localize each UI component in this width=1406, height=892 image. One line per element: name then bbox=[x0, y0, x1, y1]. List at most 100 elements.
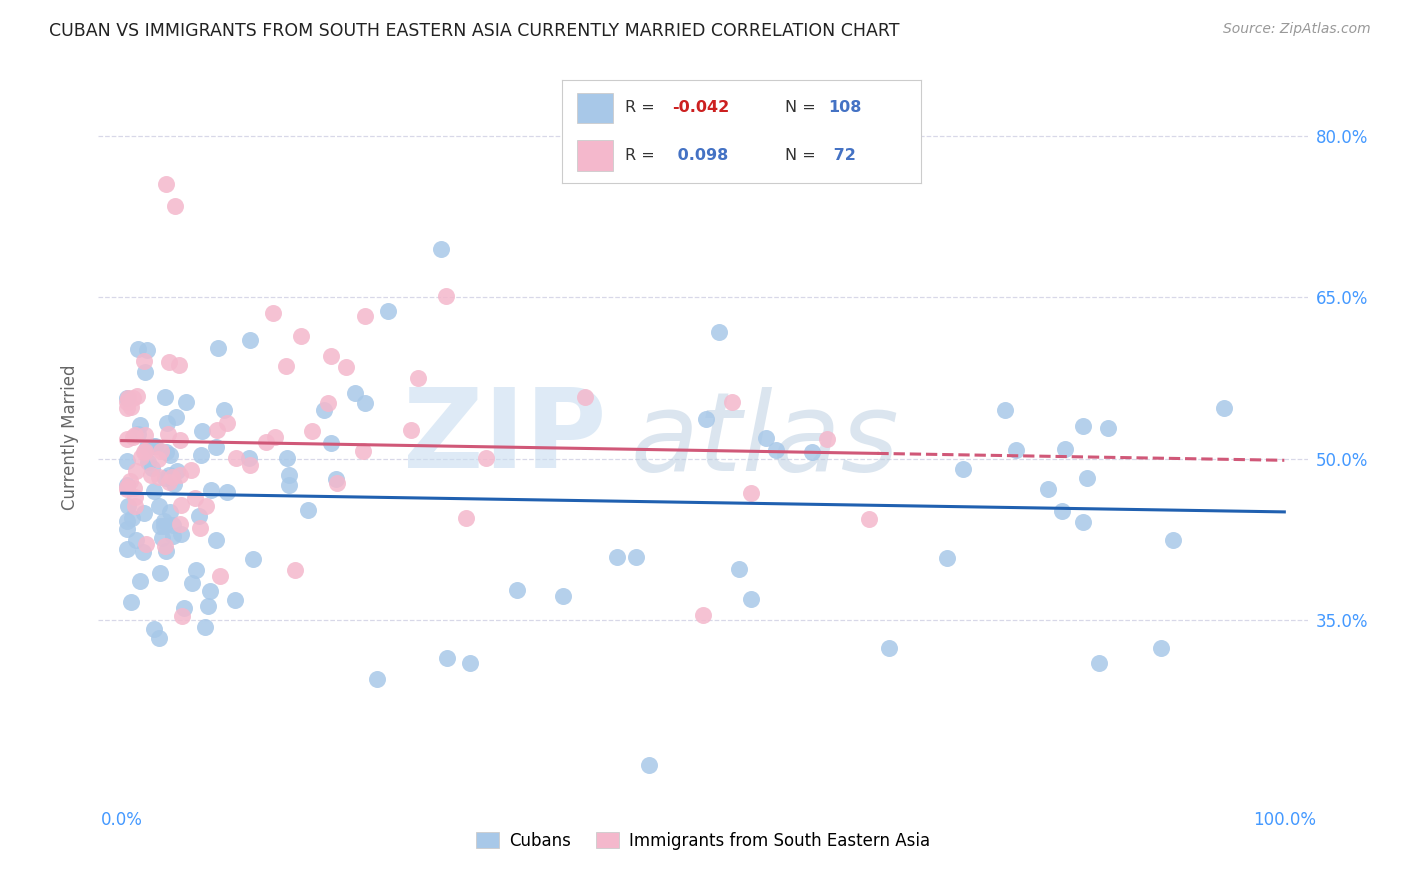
Point bbox=[153, 471, 176, 485]
Point bbox=[155, 178, 177, 192]
Point bbox=[134, 506, 156, 520]
Point bbox=[740, 592, 762, 607]
Point bbox=[1054, 442, 1077, 456]
Point bbox=[430, 242, 453, 256]
Point bbox=[169, 467, 191, 482]
Point bbox=[352, 444, 374, 458]
Point bbox=[186, 563, 208, 577]
Point bbox=[136, 455, 159, 469]
Point bbox=[755, 431, 778, 445]
Point bbox=[740, 486, 762, 500]
Point bbox=[312, 403, 335, 417]
Point bbox=[817, 432, 839, 446]
Text: atlas: atlas bbox=[630, 387, 898, 494]
Point bbox=[692, 607, 714, 622]
Point bbox=[117, 401, 139, 415]
Point bbox=[190, 448, 212, 462]
Point bbox=[162, 529, 184, 543]
Y-axis label: Currently Married: Currently Married bbox=[60, 364, 79, 510]
Point bbox=[129, 574, 152, 589]
Point bbox=[132, 545, 155, 559]
Point bbox=[366, 672, 388, 686]
Point bbox=[242, 552, 264, 566]
Text: Source: ZipAtlas.com: Source: ZipAtlas.com bbox=[1223, 22, 1371, 37]
Point bbox=[142, 439, 165, 453]
Point bbox=[205, 533, 228, 548]
Point bbox=[124, 533, 146, 548]
Point bbox=[283, 563, 305, 577]
Point bbox=[434, 289, 457, 303]
Point bbox=[157, 467, 180, 482]
Point bbox=[152, 514, 174, 528]
Point bbox=[162, 470, 184, 484]
Point bbox=[129, 417, 152, 432]
Point bbox=[120, 400, 142, 414]
Point bbox=[155, 539, 177, 553]
Point bbox=[117, 433, 139, 447]
Point bbox=[191, 424, 214, 438]
Point bbox=[132, 354, 155, 368]
Point bbox=[169, 433, 191, 447]
Point bbox=[1036, 482, 1059, 496]
Point bbox=[638, 758, 661, 772]
Text: -0.042: -0.042 bbox=[672, 101, 728, 115]
Point bbox=[117, 453, 139, 467]
Point bbox=[335, 360, 357, 375]
Point bbox=[344, 386, 367, 401]
Point bbox=[156, 417, 179, 431]
Point bbox=[162, 518, 184, 533]
Point bbox=[1161, 533, 1184, 548]
Point bbox=[148, 469, 170, 483]
Point bbox=[190, 521, 212, 535]
Text: 108: 108 bbox=[828, 101, 860, 115]
Point bbox=[624, 550, 647, 565]
Point bbox=[278, 478, 301, 492]
Point bbox=[166, 464, 188, 478]
FancyBboxPatch shape bbox=[576, 93, 613, 123]
Point bbox=[134, 444, 156, 458]
Point bbox=[278, 467, 301, 482]
Point bbox=[170, 499, 193, 513]
Point bbox=[765, 442, 787, 457]
FancyBboxPatch shape bbox=[576, 140, 613, 170]
Point bbox=[1073, 515, 1095, 529]
Point bbox=[134, 365, 156, 379]
Point bbox=[401, 423, 423, 437]
Point bbox=[301, 425, 323, 439]
Point bbox=[262, 306, 284, 320]
Point bbox=[254, 435, 277, 450]
Point bbox=[170, 526, 193, 541]
Point bbox=[180, 463, 202, 477]
Point bbox=[936, 550, 959, 565]
Text: 72: 72 bbox=[828, 148, 856, 162]
Point bbox=[207, 341, 229, 355]
Point bbox=[149, 566, 172, 580]
Point bbox=[224, 592, 246, 607]
Point bbox=[117, 541, 139, 556]
Point bbox=[155, 544, 177, 558]
Point bbox=[276, 450, 298, 465]
Point bbox=[159, 505, 181, 519]
Point bbox=[454, 511, 477, 525]
Point bbox=[118, 475, 141, 489]
Point bbox=[436, 650, 458, 665]
Point bbox=[165, 409, 187, 424]
Point bbox=[124, 428, 146, 442]
Point bbox=[149, 443, 172, 458]
Point bbox=[180, 576, 202, 591]
Point bbox=[148, 499, 170, 513]
Point bbox=[157, 355, 180, 369]
Point bbox=[125, 389, 148, 403]
Point bbox=[506, 582, 529, 597]
Point bbox=[217, 416, 239, 430]
Point bbox=[1150, 641, 1173, 656]
Point bbox=[122, 481, 145, 495]
Point bbox=[121, 391, 143, 405]
Point bbox=[225, 451, 247, 466]
Point bbox=[155, 445, 177, 459]
Point bbox=[169, 516, 191, 531]
Point bbox=[553, 589, 575, 603]
Point bbox=[127, 342, 149, 356]
Point bbox=[172, 609, 194, 624]
Point bbox=[117, 480, 139, 494]
